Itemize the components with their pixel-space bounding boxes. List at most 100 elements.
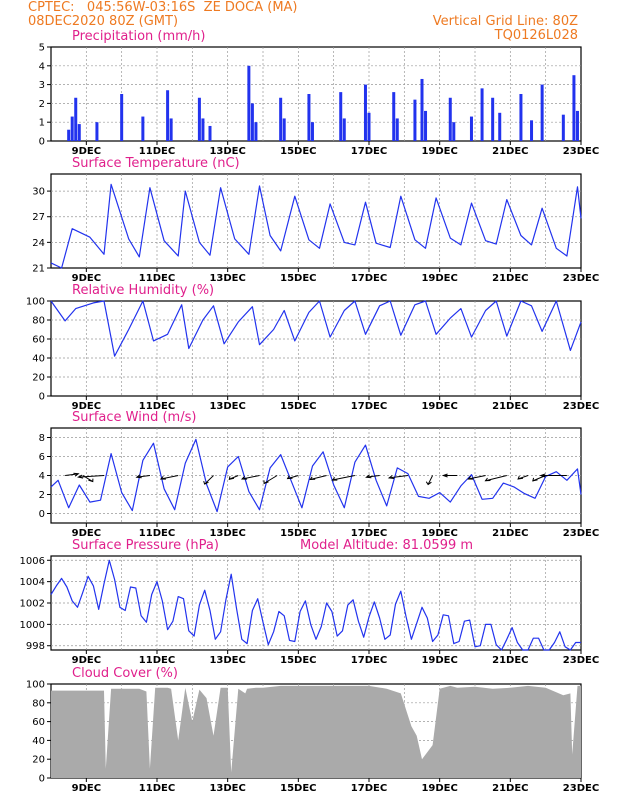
y-tick-label: 60 [32, 335, 45, 346]
y-tick-label: 0 [39, 392, 45, 403]
precip-bar [424, 110, 428, 141]
x-tick-label: 15DEC [280, 528, 316, 539]
y-tick-label: 21 [32, 264, 45, 275]
x-tick-label: 23DEC [563, 273, 599, 284]
series-line [50, 559, 581, 651]
x-tick-label: 19DEC [421, 401, 457, 412]
wind-arrow-shaft [65, 473, 79, 476]
precip-bar [491, 97, 495, 141]
precip-bar [498, 112, 502, 141]
wind-arrow-head [228, 476, 235, 480]
y-tick-label: 2 [39, 490, 45, 501]
precip-bar [247, 65, 251, 141]
wind-arrow-shaft [136, 475, 150, 478]
header-grid-line: Vertical Grid Line: 80Z [432, 14, 578, 29]
x-tick-label: 9DEC [72, 401, 101, 412]
wind-arrow-shaft [366, 475, 380, 478]
precip-bar [197, 97, 201, 141]
y-tick-label: 1006 [20, 556, 45, 567]
wind-arrow-head [88, 478, 94, 483]
wind-arrow-shaft [485, 475, 507, 482]
cloud-cover-area [51, 685, 581, 778]
series-line [50, 183, 582, 269]
wind-arrow-shaft [263, 475, 278, 484]
y-tick-label: 100 [26, 680, 45, 691]
precip-bar [572, 75, 576, 141]
y-tick-label: 24 [32, 238, 45, 249]
y-tick-label: 27 [32, 212, 45, 223]
x-tick-label: 11DEC [139, 783, 175, 794]
wind-arrow-head [532, 477, 538, 482]
x-tick-label: 23DEC [563, 528, 599, 539]
wind-arrow-head [73, 472, 80, 477]
series-line [50, 438, 582, 513]
y-tick-label: 0 [39, 137, 45, 148]
wind-arrow-head [76, 474, 84, 479]
x-tick-label: 17DEC [351, 146, 387, 157]
precip-bar [70, 116, 74, 141]
x-tick-label: 9DEC [72, 655, 101, 666]
wind-arrow-head [425, 481, 432, 486]
x-tick-label: 19DEC [421, 655, 457, 666]
x-tick-label: 21DEC [492, 401, 528, 412]
precip-bar [363, 84, 367, 141]
x-tick-label: 15DEC [280, 401, 316, 412]
y-tick-label: 1004 [20, 577, 45, 588]
panel-title: Surface Pressure (hPa) [72, 538, 219, 553]
x-tick-label: 17DEC [351, 783, 387, 794]
x-tick-label: 17DEC [351, 273, 387, 284]
x-tick-label: 9DEC [72, 528, 101, 539]
header-station: CPTEC: 045:56W-03:16S ZE DOCA (MA) [28, 0, 298, 15]
y-tick-label: 1000 [20, 620, 45, 631]
y-tick-label: 3 [39, 80, 45, 91]
precip-bar [342, 118, 346, 141]
precip-bar [367, 112, 371, 141]
y-tick-label: 6 [39, 452, 45, 463]
precip-bar [448, 97, 452, 141]
precip-bar [166, 90, 170, 141]
wind-arrow-head [263, 480, 269, 485]
y-tick-label: 40 [32, 736, 45, 747]
x-tick-label: 9DEC [72, 783, 101, 794]
wind-arrow-head [159, 476, 166, 480]
y-tick-label: 100 [26, 297, 45, 308]
y-tick-label: 1 [39, 118, 45, 129]
precip-bar [67, 129, 71, 141]
precip-bar [339, 92, 343, 141]
x-tick-label: 15DEC [280, 273, 316, 284]
wind-arrow-shaft [310, 475, 327, 481]
x-tick-label: 9DEC [72, 273, 101, 284]
wind-arrow-head [539, 473, 546, 478]
x-tick-label: 13DEC [209, 528, 245, 539]
x-tick-label: 15DEC [280, 146, 316, 157]
panel-title: Surface Temperature (nC) [72, 156, 240, 171]
x-tick-label: 13DEC [209, 783, 245, 794]
model-altitude-label: Model Altitude: 81.0599 m [300, 538, 473, 553]
y-tick-label: 2 [39, 99, 45, 110]
wind-arrow-head [441, 473, 448, 478]
y-tick-label: 0 [39, 774, 45, 785]
precip-bar [395, 118, 399, 141]
y-tick-label: 1002 [20, 599, 45, 610]
precip-bar [279, 97, 283, 141]
x-tick-label: 23DEC [563, 146, 599, 157]
precip-bar [141, 116, 145, 141]
x-tick-label: 21DEC [492, 146, 528, 157]
wind-arrow-head [135, 474, 142, 479]
precip-bar [469, 116, 473, 141]
x-tick-label: 23DEC [563, 401, 599, 412]
x-tick-label: 19DEC [421, 146, 457, 157]
precip-bar [169, 118, 173, 141]
y-tick-label: 30 [32, 187, 45, 198]
x-tick-label: 11DEC [139, 655, 175, 666]
y-tick-label: 5 [39, 43, 45, 54]
x-tick-label: 19DEC [421, 783, 457, 794]
wind-arrow-head [467, 476, 474, 480]
precip-bar [530, 120, 534, 141]
precip-bar [540, 84, 544, 141]
x-tick-label: 13DEC [209, 146, 245, 157]
x-tick-label: 11DEC [139, 273, 175, 284]
wind-arrow-shaft [204, 475, 214, 485]
precip-bar [201, 118, 205, 141]
x-tick-label: 11DEC [139, 528, 175, 539]
